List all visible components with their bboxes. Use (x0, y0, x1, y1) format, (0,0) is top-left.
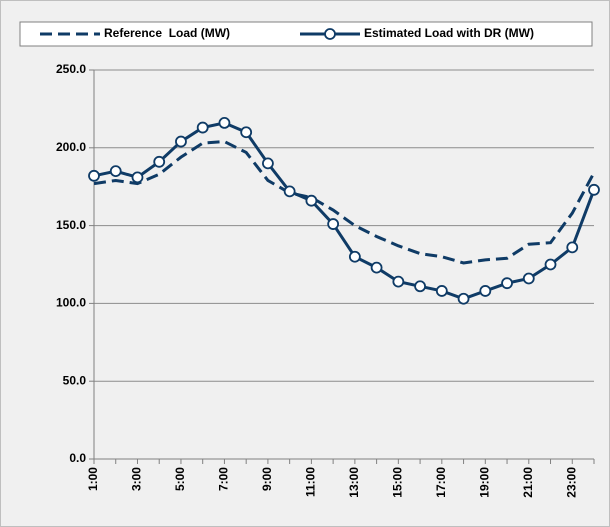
legend-label: Reference Load (MW) (104, 26, 230, 40)
data-point (240, 126, 253, 139)
x-tick-label: 13:00 (347, 467, 361, 498)
data-point (218, 117, 231, 129)
data-point (327, 218, 340, 230)
data-point (88, 169, 100, 182)
data-point (109, 165, 122, 178)
x-tick-label: 3:00 (130, 467, 144, 491)
y-tick-label: 150.0 (56, 218, 86, 232)
data-point (262, 157, 274, 170)
data-point (588, 183, 600, 196)
data-point (501, 277, 513, 290)
data-point (305, 194, 318, 207)
data-point (435, 285, 448, 297)
data-point (479, 285, 492, 297)
data-point (566, 241, 579, 254)
data-point (153, 155, 166, 168)
x-tick-label: 17:00 (434, 467, 448, 498)
data-point (348, 250, 361, 263)
y-tick-label: 200.0 (56, 140, 86, 154)
data-point (283, 185, 296, 198)
x-tick-label: 5:00 (173, 467, 187, 491)
y-tick-label: 50.0 (63, 373, 87, 387)
plot-area (94, 70, 594, 459)
y-tick-label: 0.0 (69, 451, 86, 465)
data-point (196, 121, 209, 134)
legend-label: Estimated Load with DR (MW) (364, 26, 534, 40)
data-point (131, 171, 144, 184)
y-tick-label: 250.0 (56, 62, 86, 76)
x-tick-label: 23:00 (564, 467, 578, 498)
data-point (522, 272, 535, 285)
data-point (544, 258, 557, 271)
data-point (392, 275, 405, 288)
data-point (414, 280, 426, 293)
data-point (175, 135, 187, 148)
x-tick-label: 9:00 (260, 467, 274, 491)
x-tick-label: 21:00 (521, 467, 535, 498)
x-tick-label: 11:00 (304, 467, 318, 497)
legend-marker (324, 28, 336, 40)
data-point (370, 261, 383, 274)
x-tick-label: 19:00 (477, 467, 491, 498)
x-tick-label: 15:00 (391, 467, 405, 498)
x-tick-label: 1:00 (86, 467, 100, 491)
data-point (457, 292, 470, 305)
x-tick-label: 7:00 (217, 467, 231, 491)
y-tick-label: 100.0 (56, 296, 86, 310)
series-line (93, 140, 596, 265)
